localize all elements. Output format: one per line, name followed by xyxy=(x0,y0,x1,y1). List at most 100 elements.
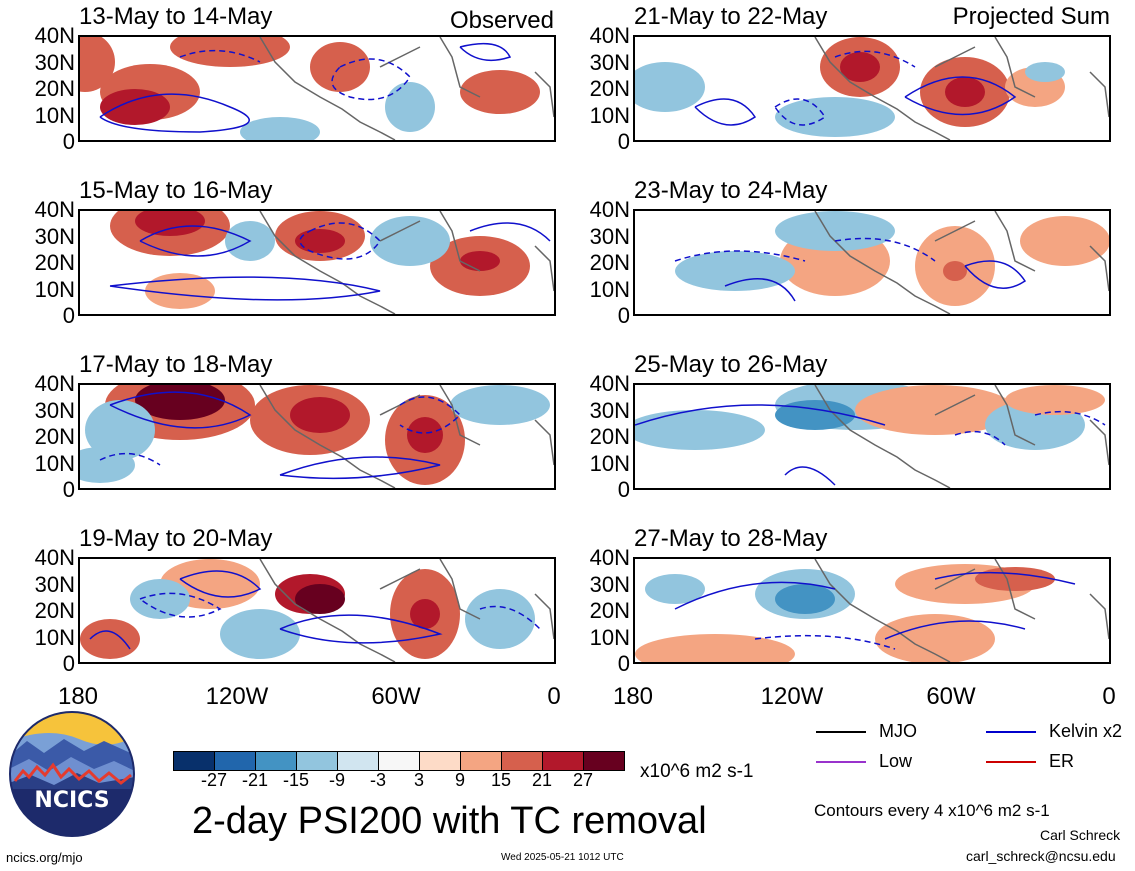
shaded-anomaly xyxy=(407,417,443,453)
kelvin-contour xyxy=(331,58,411,101)
shaded-anomaly xyxy=(240,117,320,140)
colorbar-tick-label: -21 xyxy=(241,770,268,790)
panel-title-obs-1: 13-May to 14-May xyxy=(79,3,273,30)
colorbar-cell xyxy=(337,751,379,771)
shaded-anomaly xyxy=(943,261,967,281)
x-tick-120w-left: 120W xyxy=(205,683,269,710)
y-tick-label: 40N xyxy=(34,197,75,222)
colorbar-cell xyxy=(460,751,502,771)
kelvin-contour xyxy=(834,237,936,262)
kelvin-contour xyxy=(179,570,262,598)
x-tick-120w-right: 120W xyxy=(760,683,824,710)
shaded-anomaly xyxy=(675,251,795,291)
map-panel-proj-3 xyxy=(633,383,1111,490)
x-tick-180-right: 180 xyxy=(612,683,654,710)
author-name: Carl Schreck xyxy=(1040,827,1121,843)
y-tick-label: 30N xyxy=(34,49,75,75)
shaded-anomaly xyxy=(875,614,995,662)
map-panel-obs-3 xyxy=(78,383,556,490)
colorbar-cell xyxy=(255,751,297,771)
legend-line xyxy=(986,761,1036,763)
shaded-anomaly xyxy=(295,229,345,253)
shaded-anomaly xyxy=(840,52,880,82)
colorbar-tick-label: 21 xyxy=(531,770,553,790)
colorbar-tick-label: -9 xyxy=(328,770,345,790)
panel-title-proj-3: 25-May to 26-May xyxy=(634,351,828,378)
shaded-anomaly xyxy=(130,579,190,619)
y-tick-label: 20N xyxy=(34,76,75,101)
site-url: ncics.org/mjo xyxy=(6,850,83,865)
y-tick-label: 10N xyxy=(34,276,75,302)
kelvin-contour xyxy=(954,430,1006,446)
shaded-anomaly xyxy=(295,584,345,614)
author-email: carl_schreck@ncsu.edu xyxy=(966,848,1116,864)
colorbar-tick-label: 9 xyxy=(454,770,465,790)
colorbar-cell xyxy=(173,751,215,771)
y-tick-label: 40N xyxy=(589,545,630,570)
map-panel-obs-4 xyxy=(78,557,556,664)
panel-title-proj-4: 27-May to 28-May xyxy=(634,525,828,552)
logo-text: NCICS xyxy=(34,788,110,813)
shaded-anomaly xyxy=(80,37,115,92)
y-tick-label: 10N xyxy=(589,450,630,476)
kelvin-contour xyxy=(399,396,462,434)
map-panel-obs-2 xyxy=(78,209,556,316)
legend-label: Kelvin x2 xyxy=(1049,721,1123,741)
map-canvas xyxy=(80,559,554,662)
kelvin-contour xyxy=(109,391,252,429)
kelvin-contour xyxy=(834,50,916,68)
colorbar-cell xyxy=(214,751,256,771)
colorbar-tick-label: 3 xyxy=(413,770,424,790)
kelvin-contour xyxy=(904,76,1017,116)
legend-line xyxy=(816,761,866,763)
y-tick-label: 0 xyxy=(617,477,630,502)
y-tick-label: 30N xyxy=(34,223,75,249)
x-tick-60w-left: 60W xyxy=(371,683,421,710)
shaded-anomaly xyxy=(635,634,795,662)
map-canvas xyxy=(674,211,1109,314)
shaded-anomaly xyxy=(80,619,140,659)
coastline xyxy=(259,211,554,314)
kelvin-contour xyxy=(139,225,252,257)
coastline xyxy=(814,559,1109,662)
kelvin-contour xyxy=(459,42,512,62)
y-tick-label: 30N xyxy=(589,223,630,249)
kelvin-contour xyxy=(109,276,381,301)
legend-label: ER xyxy=(1049,751,1075,771)
panel-title-obs-2: 15-May to 16-May xyxy=(79,177,273,204)
y-tick-label: 40N xyxy=(34,371,75,396)
shaded-anomaly xyxy=(385,82,435,132)
shaded-anomaly xyxy=(775,211,895,251)
y-tick-label: 30N xyxy=(34,571,75,597)
shaded-anomaly xyxy=(635,410,765,450)
shaded-anomaly xyxy=(945,77,985,107)
kelvin-contour xyxy=(99,93,250,133)
panel-title-obs-4: 19-May to 20-May xyxy=(79,525,273,552)
colorbar-cell xyxy=(583,751,625,771)
observed-label: Observed xyxy=(449,7,554,34)
colorbar-unit: x10^6 m2 s-1 xyxy=(640,761,754,782)
shaded-anomaly xyxy=(465,589,535,649)
shaded-anomaly xyxy=(100,89,170,125)
shaded-anomaly xyxy=(80,447,135,483)
kelvin-contour xyxy=(884,620,1026,640)
shaded-anomaly xyxy=(290,397,350,433)
colorbar-cell xyxy=(378,751,420,771)
y-tick-label: 0 xyxy=(62,129,75,154)
y-tick-label: 40N xyxy=(34,23,75,48)
panel-title-proj-2: 23-May to 24-May xyxy=(634,177,828,204)
colorbar-cell xyxy=(542,751,584,771)
shaded-anomaly xyxy=(975,567,1055,591)
shaded-anomaly xyxy=(645,574,705,604)
kelvin-contour xyxy=(299,222,381,260)
y-tick-label: 0 xyxy=(62,651,75,676)
shaded-anomaly xyxy=(145,273,215,309)
kelvin-contour xyxy=(754,634,896,650)
kelvin-contour xyxy=(724,278,796,302)
kelvin-contour xyxy=(694,98,757,126)
shaded-anomaly xyxy=(1020,216,1109,266)
shaded-anomaly xyxy=(450,385,550,425)
shaded-anomaly xyxy=(775,584,835,614)
y-tick-label: 10N xyxy=(589,102,630,128)
contour-note: Contours every 4 x10^6 m2 s-1 xyxy=(814,801,1050,820)
